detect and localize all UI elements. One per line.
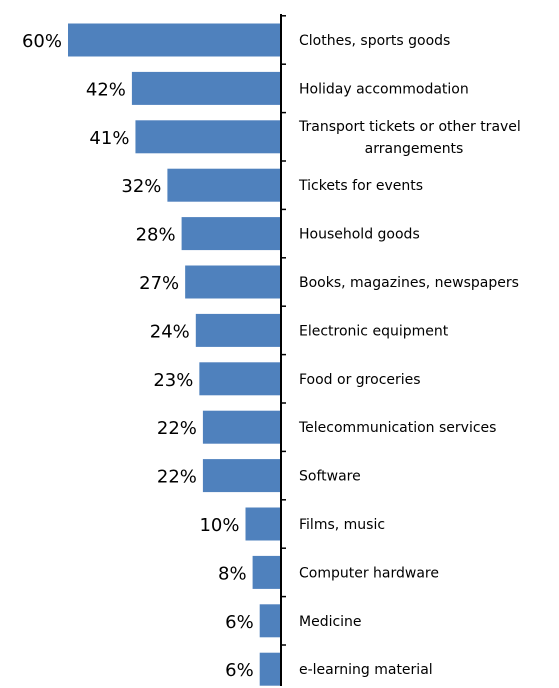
bar-3 xyxy=(167,168,281,202)
category-label-2-line-1: Transport tickets or other travel xyxy=(298,119,521,135)
bar-10 xyxy=(245,507,281,541)
category-label-11: Computer hardware xyxy=(299,565,439,581)
category-label-3: Tickets for events xyxy=(298,178,423,194)
category-label-13: e-learning material xyxy=(299,662,433,678)
bar-13 xyxy=(259,652,281,686)
value-label-12: 6% xyxy=(225,612,254,633)
bar-4 xyxy=(181,217,281,251)
value-label-11: 8% xyxy=(218,563,247,584)
bar-8 xyxy=(202,410,281,444)
category-label-7: Food or groceries xyxy=(299,372,421,388)
bar-12 xyxy=(259,604,281,638)
category-label-6: Electronic equipment xyxy=(299,323,449,339)
value-label-5: 27% xyxy=(139,273,179,294)
axis-layer xyxy=(280,14,286,686)
category-label-8: Telecommunication services xyxy=(298,420,496,436)
value-label-7: 23% xyxy=(153,370,193,391)
bar-2 xyxy=(135,120,281,154)
category-label-9: Software xyxy=(299,469,361,485)
bar-11 xyxy=(252,555,281,589)
bar-1 xyxy=(131,71,281,105)
value-label-1: 42% xyxy=(86,79,126,100)
value-label-3: 32% xyxy=(121,176,161,197)
category-label-10: Films, music xyxy=(299,517,385,533)
category-label-5: Books, magazines, newspapers xyxy=(299,275,519,291)
bar-7 xyxy=(199,362,281,396)
category-label-1: Holiday accommodation xyxy=(299,81,469,97)
category-label-2-line-2: arrangements xyxy=(365,141,464,157)
value-label-0: 60% xyxy=(22,31,62,52)
value-label-10: 10% xyxy=(199,515,239,536)
category-label-12: Medicine xyxy=(299,614,362,630)
value-labels-layer: 60% 42% 41% 32% 28% 27% 24% 23% 22% 22% 10% 8% 6% 6% xyxy=(22,31,254,681)
value-label-9: 22% xyxy=(157,467,197,488)
bar-5 xyxy=(185,265,281,299)
value-label-6: 24% xyxy=(150,321,190,342)
value-label-8: 22% xyxy=(157,418,197,439)
category-label-4: Household goods xyxy=(299,227,420,243)
value-label-2: 41% xyxy=(89,128,129,149)
category-label-0: Clothes, sports goods xyxy=(299,33,450,49)
category-labels-layer: Clothes, sports goods Holiday accommodati… xyxy=(298,33,521,678)
bar-9 xyxy=(202,459,281,493)
value-label-4: 28% xyxy=(136,225,176,246)
bar-6 xyxy=(195,313,281,347)
bar-0 xyxy=(68,23,281,57)
value-label-13: 6% xyxy=(225,660,254,681)
category-label-2: Transport tickets or other travel arrange… xyxy=(298,119,521,157)
bars-layer xyxy=(68,23,281,686)
